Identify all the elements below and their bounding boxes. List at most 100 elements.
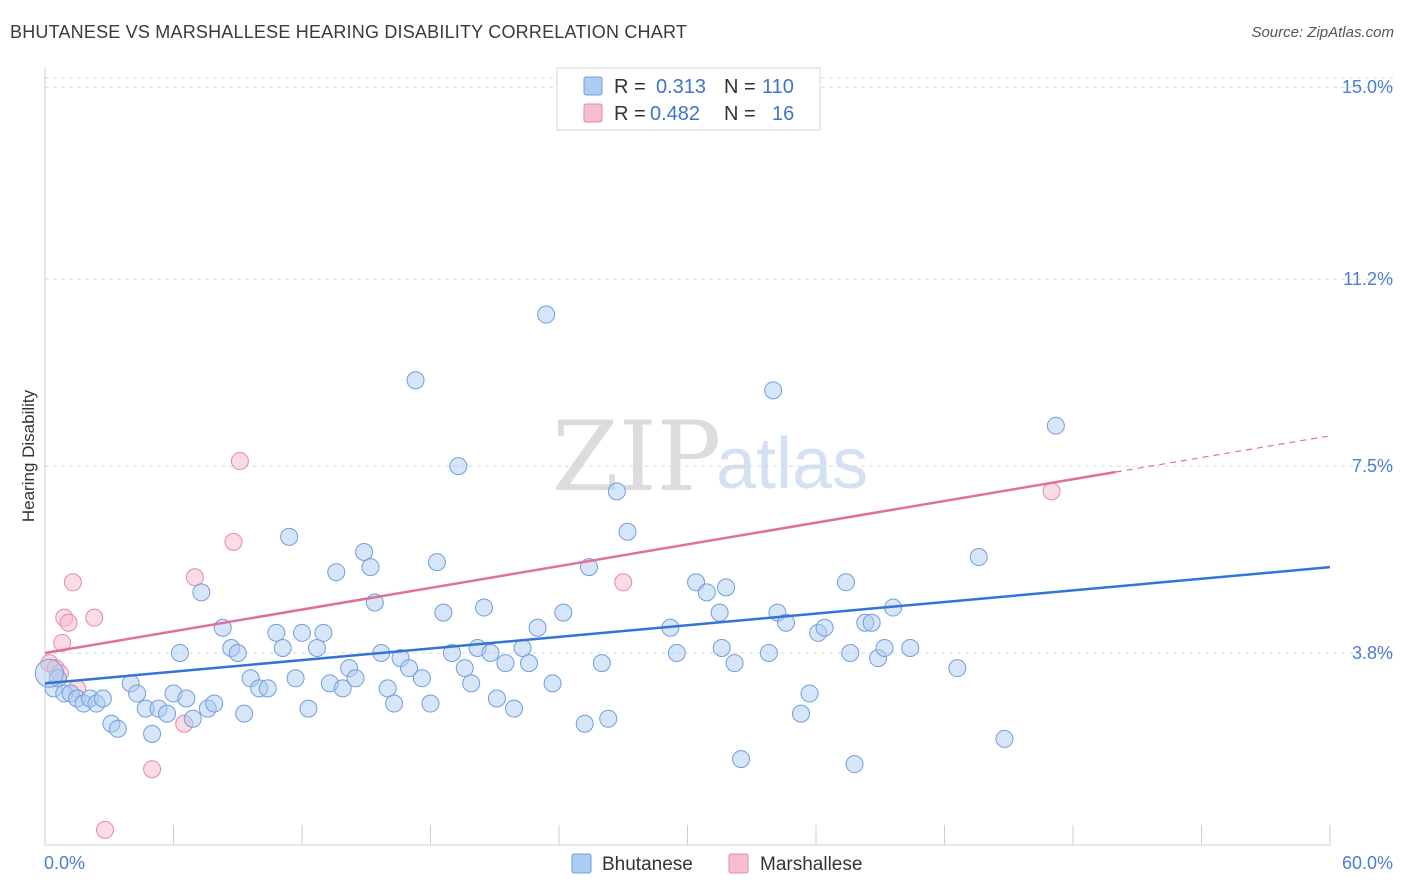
bhutanese-point [177,689,196,708]
bhutanese-point [273,638,292,657]
bhutanese-point [732,750,751,769]
bhutanese-point [845,755,864,774]
legend-swatch-bhutanese [583,76,603,96]
legend-r-value-bhutanese: 0.313 [656,76,706,98]
bhutanese-point [183,709,202,728]
legend-n-label-bhutanese: N = [724,76,756,98]
bhutanese-point [299,699,318,718]
x-ticks [44,825,1331,845]
bhutanese-point [228,644,247,663]
y-tick-label: 7.5% [1352,456,1393,476]
bhutanese-point [108,719,127,738]
bhutanese-point [777,613,796,632]
bhutanese-point [487,689,506,708]
y-tick-label: 15.0% [1342,77,1393,97]
marshallese-point [53,633,72,652]
bhutanese-point [280,527,299,546]
bhutanese-point [93,689,112,708]
bhutanese-point [599,709,618,728]
bhutanese-point [710,603,729,622]
bhutanese-point [327,563,346,582]
legend-n-value-bhutanese: 110 [762,76,794,98]
bhutanese-point [712,638,731,657]
legend-n-label-marshallese: N = [724,103,756,125]
marshallese-point [185,568,204,587]
bhutanese-point [592,654,611,673]
bhutanese-point [875,638,894,657]
bhutanese-point [520,654,539,673]
bottom-legend-swatch-bhutanese [571,853,592,874]
bhutanese-point [378,679,397,698]
marshallese-point [614,573,633,592]
bhutanese-point [575,714,594,733]
bhutanese-point [412,669,431,688]
bhutanese-point [815,618,834,637]
bhutanese-point [697,583,716,602]
legend-box: R = 0.313 N = 110 R = 0.482 N = 16 [556,67,821,131]
bhutanese-point [725,654,744,673]
bhutanese-point [442,644,461,663]
bhutanese-point [400,659,419,678]
bhutanese-point [455,659,474,678]
bhutanese-point [170,644,189,663]
bhutanese-point [355,542,374,561]
x-tick-label-max: 60.0% [1342,853,1393,873]
chart-title: BHUTANESE VS MARSHALLESE HEARING DISABIL… [10,22,688,42]
bhutanese-point [800,684,819,703]
bhutanese-point [667,644,686,663]
legend-r-value-marshallese: 0.482 [650,103,700,125]
bhutanese-point [1046,416,1065,435]
bhutanese-trend-line [44,565,1331,685]
bhutanese-point [764,381,783,400]
bhutanese-point [969,548,988,567]
bhutanese-point [995,729,1014,748]
marshallese-point [1042,482,1061,501]
bhutanese-point [607,482,626,501]
marshallese-trend-line [44,470,1117,655]
bhutanese-point [862,613,881,632]
bhutanese-point [205,694,224,713]
bhutanese-point [258,679,277,698]
bottom-legend-label-marshallese: Marshallese [760,854,862,875]
bhutanese-point [333,679,352,698]
legend-swatch-marshallese [583,103,603,123]
marshallese-point [59,613,78,632]
marshallese-point [230,452,249,471]
bhutanese-point [836,573,855,592]
bhutanese-point [543,674,562,693]
bhutanese-point [346,669,365,688]
bhutanese-point [434,603,453,622]
bhutanese-point [554,603,573,622]
y-tick-label: 11.2% [1343,269,1393,289]
bhutanese-point [505,699,524,718]
marshallese-point [95,820,114,839]
marshallese-point [85,608,104,627]
bhutanese-point [528,618,547,637]
bhutanese-point [449,457,468,476]
bhutanese-point [128,684,147,703]
bhutanese-point [34,658,64,688]
chart-source: Source: ZipAtlas.com [1251,24,1394,41]
bhutanese-point [143,724,162,743]
bhutanese-point [948,659,967,678]
bhutanese-point [385,694,404,713]
bhutanese-point [421,694,440,713]
trend-lines [44,435,1331,685]
marshallese-point [224,532,243,551]
marshallese-trend-extension [1115,435,1331,473]
bhutanese-point [462,674,481,693]
bhutanese-point [537,305,556,324]
bottom-legend-swatch-marshallese [728,853,749,874]
bhutanese-point [717,578,736,597]
bhutanese-point [792,704,811,723]
bhutanese-point [307,638,326,657]
bhutanese-point [901,638,920,657]
legend-r-label-bhutanese: R = [614,76,646,98]
y-tick-labels: 3.8% 7.5% 11.2% 15.0% [1342,77,1393,663]
bhutanese-point [267,623,286,642]
y-tick-label: 3.8% [1352,643,1393,663]
bhutanese-point [481,644,500,663]
legend-r-label-marshallese: R = [614,103,646,125]
marshallese-point [63,573,82,592]
grid [45,77,1393,654]
